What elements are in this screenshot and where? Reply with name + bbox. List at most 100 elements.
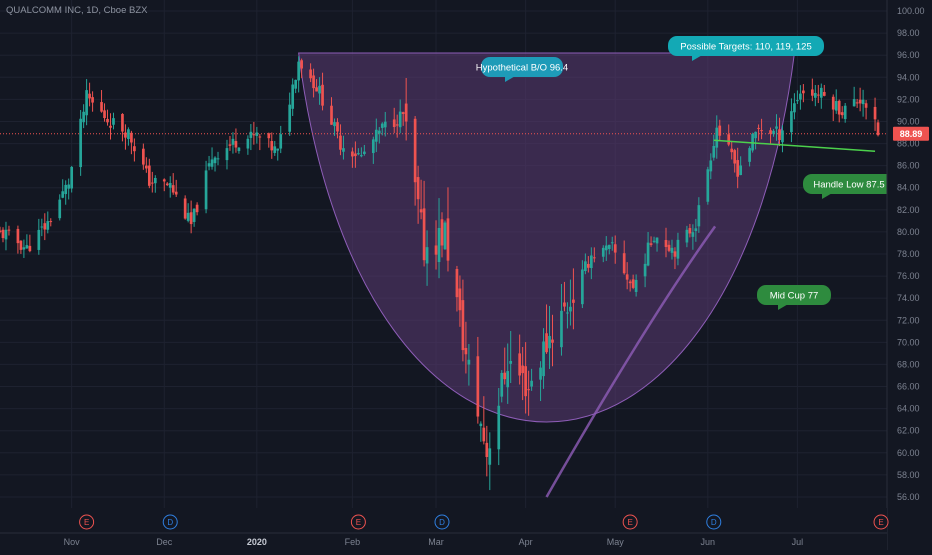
candle-body <box>124 132 127 138</box>
candle-body <box>434 245 438 255</box>
candle-body <box>336 122 339 132</box>
price-tick-label: 68.00 <box>897 359 920 369</box>
candle-body <box>416 177 420 200</box>
handle-trendline[interactable] <box>713 139 876 153</box>
candle-body <box>1 229 5 239</box>
candle-body <box>497 405 501 450</box>
candle-body <box>461 300 465 351</box>
candle-body <box>437 227 441 263</box>
time-axis-ticks: Nov Dec 2020 Feb Mar Apr May Jun Jul <box>0 532 887 547</box>
candle-body <box>545 333 548 353</box>
breakout-callout[interactable]: Hypothetical B/O 96.4 <box>476 57 568 82</box>
dividend-marker[interactable]: D <box>706 514 722 530</box>
candle-body <box>112 118 115 125</box>
candle-body <box>584 261 587 272</box>
candle-body <box>162 179 166 182</box>
event-marker-letter: E <box>627 518 632 527</box>
handle-callout[interactable]: Handle Low 87.5 <box>803 174 895 199</box>
candle-body <box>231 138 235 145</box>
candle-body <box>769 130 772 134</box>
candle-body <box>37 229 41 250</box>
price-tick-label: 72.00 <box>897 315 920 325</box>
candle-body <box>864 103 868 108</box>
candle-body <box>673 251 677 257</box>
candle-body <box>458 288 462 311</box>
price-tick-label: 74.00 <box>897 293 920 303</box>
candle-body <box>601 247 605 257</box>
candle-body <box>88 93 91 99</box>
time-tick-label: May <box>607 537 625 547</box>
candle-body <box>183 198 187 219</box>
candle-body <box>813 92 817 98</box>
candle-body <box>840 112 844 116</box>
candle-body <box>613 244 617 253</box>
time-tick-label: Apr <box>519 537 533 547</box>
midcup-callout[interactable]: Mid Cup 77 <box>757 285 831 310</box>
candle-body <box>360 155 363 157</box>
earnings-marker[interactable]: E <box>79 514 95 530</box>
price-tick-label: 96.00 <box>897 50 920 60</box>
price-tick-label: 78.00 <box>897 249 920 259</box>
candle-body <box>772 130 775 134</box>
candle-body <box>775 126 778 129</box>
earnings-marker[interactable]: E <box>350 514 366 530</box>
candle-body <box>267 133 271 139</box>
candle-body <box>831 96 835 110</box>
candle-body <box>757 127 760 129</box>
candlesticks <box>0 56 880 491</box>
candle-body <box>333 122 336 127</box>
candle-body <box>739 165 743 176</box>
candle-body <box>467 359 471 365</box>
candle-body <box>392 119 396 128</box>
targets-callout[interactable]: Possible Targets: 110, 119, 125 <box>668 36 824 61</box>
candle-body <box>351 151 354 157</box>
candle-body <box>91 97 94 103</box>
candle-body <box>377 130 381 134</box>
candle-body <box>476 356 480 417</box>
candle-body <box>49 221 53 223</box>
price-axis[interactable] <box>887 0 932 550</box>
price-tick-label: 56.00 <box>897 492 920 502</box>
candle-body <box>652 240 656 242</box>
candle-body <box>210 159 214 167</box>
event-marker-letter: E <box>878 518 883 527</box>
handle-callout-tail <box>822 192 834 199</box>
candle-body <box>404 103 408 122</box>
candle-body <box>778 129 781 141</box>
earnings-marker[interactable]: E <box>622 514 638 530</box>
candle-body <box>109 125 112 128</box>
candle-body <box>363 151 366 155</box>
candle-body <box>270 141 274 151</box>
candle-body <box>781 130 784 143</box>
candle-body <box>706 169 710 202</box>
candle-body <box>192 208 196 222</box>
candle-body <box>843 105 847 120</box>
price-tick-label: 80.00 <box>897 227 920 237</box>
candle-body <box>664 240 668 247</box>
last-price-tag: 88.89 <box>893 126 929 141</box>
candle-body <box>413 118 417 183</box>
dividend-marker[interactable]: D <box>434 514 450 530</box>
candle-body <box>246 138 250 149</box>
candle-body <box>581 269 584 305</box>
earnings-marker[interactable]: E <box>873 514 889 530</box>
candle-body <box>130 132 133 143</box>
dividend-marker[interactable]: D <box>162 514 178 530</box>
candle-body <box>100 102 103 112</box>
last-price-tag-bg <box>893 126 929 141</box>
cup-and-handle-shape[interactable] <box>298 52 795 423</box>
chart-title: QUALCOMM INC, 1D, Cboe BZX <box>6 5 148 16</box>
candle-body <box>530 380 533 387</box>
candle-body <box>810 89 814 96</box>
event-marker-circle <box>350 514 366 530</box>
candle-body <box>64 184 68 195</box>
event-marker-circle <box>622 514 638 530</box>
price-tick-label: 94.00 <box>897 72 920 82</box>
event-marker-letter: D <box>167 518 173 527</box>
price-tick-label: 76.00 <box>897 271 920 281</box>
candle-body <box>524 366 527 397</box>
candle-body <box>676 239 680 259</box>
candle-body <box>539 367 542 380</box>
